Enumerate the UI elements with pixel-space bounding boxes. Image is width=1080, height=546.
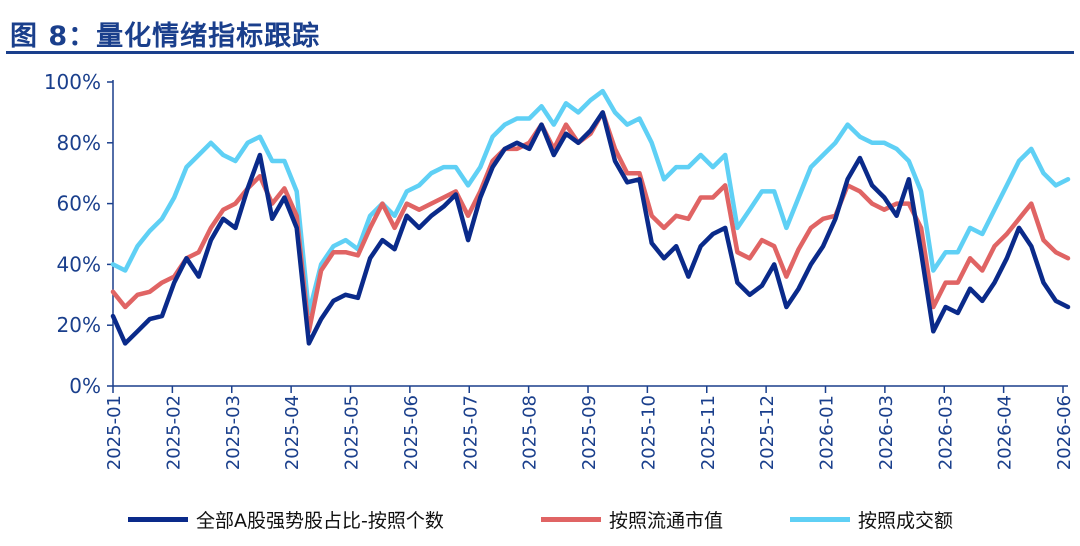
legend-item-float-cap: 按照流通市值 bbox=[541, 504, 723, 534]
x-tick-label: 2025-11 bbox=[698, 395, 719, 470]
legend-label-float-cap: 按照流通市值 bbox=[609, 509, 724, 532]
line-chart: 0% 20% 40% 60% 80% 100% 2025-01 2025-02 2025-03 2… bbox=[44, 70, 1075, 470]
x-tick-label: 2025-02 bbox=[163, 395, 184, 470]
legend-swatch-turnover bbox=[790, 516, 850, 522]
legend: 全部A股强势股占比-按照个数 按照流通市值 按照成交额 bbox=[0, 504, 1080, 534]
x-tick-label: 2025-03 bbox=[223, 395, 244, 470]
y-tick-label: 80% bbox=[57, 131, 101, 155]
x-tick-label: 2025-05 bbox=[342, 395, 363, 470]
legend-item-count: 全部A股强势股占比-按照个数 bbox=[128, 504, 444, 534]
series-line-turnover bbox=[110, 88, 1071, 316]
x-tick-label: 2025-08 bbox=[520, 395, 541, 470]
x-tick-label: 2025-01 bbox=[104, 395, 125, 470]
chart-title: 图 8：量化情绪指标跟踪 bbox=[10, 21, 321, 52]
legend-item-turnover: 按照成交额 bbox=[790, 504, 953, 534]
x-tick-label: 2026-03 bbox=[876, 395, 897, 470]
legend-label-turnover: 按照成交额 bbox=[858, 509, 954, 532]
x-tick-label: 2026-04 bbox=[995, 395, 1016, 470]
x-tick-label: 2025-12 bbox=[757, 395, 778, 470]
y-tick-label: 0% bbox=[69, 374, 101, 398]
legend-swatch-count bbox=[128, 516, 188, 522]
x-tick-label: 2025-10 bbox=[638, 395, 659, 470]
series-line-count bbox=[110, 110, 1071, 346]
x-tick-label: 2026-03 bbox=[935, 395, 956, 470]
title-rule bbox=[6, 51, 1074, 54]
legend-swatch-float-cap bbox=[541, 516, 601, 522]
y-tick-label: 40% bbox=[57, 252, 101, 276]
x-tick-label: 2025-06 bbox=[401, 395, 422, 470]
x-tick-label: 2026-06 bbox=[1054, 395, 1075, 470]
x-tick-label: 2025-07 bbox=[460, 395, 481, 470]
x-tick-label: 2025-09 bbox=[579, 395, 600, 470]
legend-label-count: 全部A股强势股占比-按照个数 bbox=[196, 509, 444, 532]
y-tick-label: 60% bbox=[57, 192, 101, 216]
x-tick-label: 2025-04 bbox=[282, 395, 303, 470]
y-tick-label: 100% bbox=[44, 70, 101, 94]
x-tick-label: 2026-01 bbox=[817, 395, 838, 470]
y-tick-label: 20% bbox=[57, 313, 101, 337]
